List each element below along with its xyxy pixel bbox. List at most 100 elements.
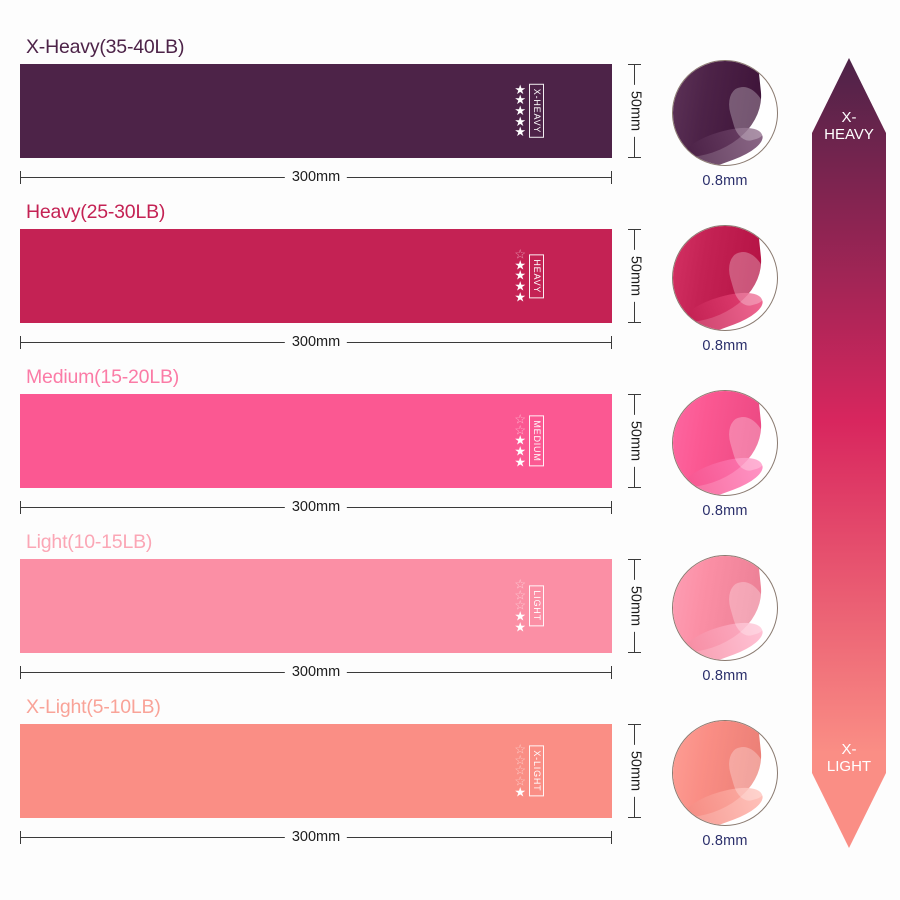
dimension-end-cap-bottom	[628, 817, 641, 818]
band-marking-heavy: ☆ ★ ★ ★ ★ HEAVY	[514, 246, 544, 304]
band-strip-light: ☆ ☆ ☆ ★ ★ LIGHT	[20, 559, 612, 653]
thickness-callout-x-light: 0.8mm	[666, 720, 784, 849]
star-hollow-icon: ☆	[514, 422, 526, 438]
dimension-end-cap-top	[628, 64, 641, 65]
star-hollow-icon: ☆	[514, 752, 526, 768]
band-marking-medium: ☆ ☆ ★ ★ ★ MEDIUM	[514, 411, 544, 469]
height-dimension-text-x-heavy: 50mm	[627, 84, 643, 138]
star-filled-icon: ★	[514, 123, 526, 139]
star-rating-x-heavy: ★ ★ ★ ★ ★	[514, 81, 526, 139]
height-dimension-medium: 50mm	[622, 394, 648, 488]
star-hollow-icon: ☆	[514, 246, 526, 262]
arrow-bottom-label-line1: X-	[841, 741, 857, 759]
height-dimension-x-heavy: 50mm	[622, 64, 648, 158]
arrow-top-label-line2: HEAVY	[824, 125, 874, 143]
thickness-text-medium: 0.8mm	[702, 503, 748, 519]
band-edge-photo-light	[672, 555, 778, 661]
width-dimension-text-medium: 300mm	[284, 498, 348, 516]
dimension-end-cap-left	[20, 666, 21, 679]
arrow-bottom-label: X- LIGHT	[812, 742, 886, 776]
star-filled-icon: ★	[514, 288, 526, 304]
band-title-light: Light(10-15LB)	[26, 531, 153, 553]
thickness-callout-medium: 0.8mm	[666, 390, 784, 519]
star-filled-icon: ★	[514, 81, 526, 97]
thickness-text-light: 0.8mm	[702, 668, 748, 684]
dimension-end-cap-top	[628, 394, 641, 395]
thickness-callout-light: 0.8mm	[666, 555, 784, 684]
star-filled-icon: ★	[514, 92, 526, 108]
dimension-end-cap-bottom	[628, 652, 641, 653]
thickness-text-x-light: 0.8mm	[702, 833, 748, 849]
star-filled-icon: ★	[514, 102, 526, 118]
thickness-callout-heavy: 0.8mm	[666, 225, 784, 354]
dimension-end-cap-left	[20, 831, 21, 844]
star-rating-heavy: ☆ ★ ★ ★ ★	[514, 246, 526, 304]
width-dimension-text-light: 300mm	[284, 663, 348, 681]
dimension-end-cap-bottom	[628, 322, 641, 323]
band-title-heavy: Heavy(25-30LB)	[26, 201, 166, 223]
thickness-callout-x-heavy: 0.8mm	[666, 60, 784, 189]
star-hollow-icon: ☆	[514, 597, 526, 613]
star-filled-icon: ★	[514, 453, 526, 469]
dimension-end-cap-bottom	[628, 487, 641, 488]
dimension-end-cap-right	[611, 336, 612, 349]
band-vertical-label-light: LIGHT	[529, 585, 544, 627]
height-dimension-heavy: 50mm	[622, 229, 648, 323]
star-rating-light: ☆ ☆ ☆ ★ ★	[514, 578, 526, 633]
dimension-end-cap-right	[611, 501, 612, 514]
star-filled-icon: ★	[514, 257, 526, 273]
arrow-top-label: X- HEAVY	[812, 109, 886, 144]
height-dimension-text-medium: 50mm	[627, 414, 643, 468]
band-title-x-light: X-Light(5-10LB)	[26, 696, 161, 718]
star-filled-icon: ★	[514, 783, 526, 799]
dimension-end-cap-left	[20, 501, 21, 514]
star-rating-medium: ☆ ☆ ★ ★ ★	[514, 411, 526, 469]
star-hollow-icon: ☆	[514, 762, 526, 778]
band-marking-x-light: ☆ ☆ ☆ ☆ ★ X-LIGHT	[514, 741, 544, 799]
band-edge-photo-medium	[672, 390, 778, 496]
height-dimension-text-light: 50mm	[627, 579, 643, 633]
star-filled-icon: ★	[514, 608, 526, 624]
width-dimension-x-light: 300mm	[20, 828, 612, 846]
height-dimension-text-heavy: 50mm	[627, 249, 643, 303]
resistance-scale-arrow: X- HEAVY X- LIGHT	[812, 58, 886, 848]
band-vertical-label-x-light: X-LIGHT	[529, 745, 544, 797]
star-filled-icon: ★	[514, 113, 526, 129]
band-strip-x-heavy: ★ ★ ★ ★ ★ X-HEAVY	[20, 64, 612, 158]
star-filled-icon: ★	[514, 432, 526, 448]
band-edge-photo-x-light	[672, 720, 778, 826]
star-hollow-icon: ☆	[514, 741, 526, 757]
height-dimension-light: 50mm	[622, 559, 648, 653]
dimension-end-cap-top	[628, 724, 641, 725]
width-dimension-text-heavy: 300mm	[284, 333, 348, 351]
star-rating-x-light: ☆ ☆ ☆ ☆ ★	[514, 741, 526, 799]
arrow-bottom-label-line2: LIGHT	[826, 758, 872, 776]
band-title-medium: Medium(15-20LB)	[26, 366, 180, 388]
band-strip-x-light: ☆ ☆ ☆ ☆ ★ X-LIGHT	[20, 724, 612, 818]
dimension-end-cap-right	[611, 171, 612, 184]
thickness-text-x-heavy: 0.8mm	[702, 173, 748, 189]
band-vertical-label-heavy: HEAVY	[529, 254, 544, 298]
star-filled-icon: ★	[514, 278, 526, 294]
band-edge-photo-x-heavy	[672, 60, 778, 166]
dimension-end-cap-left	[20, 336, 21, 349]
star-filled-icon: ★	[514, 443, 526, 459]
band-vertical-label-x-heavy: X-HEAVY	[529, 83, 544, 139]
band-vertical-label-medium: MEDIUM	[529, 415, 544, 467]
dimension-end-cap-bottom	[628, 157, 641, 158]
dimension-end-cap-top	[628, 229, 641, 230]
band-strip-heavy: ☆ ★ ★ ★ ★ HEAVY	[20, 229, 612, 323]
dimension-end-cap-left	[20, 171, 21, 184]
band-edge-photo-heavy	[672, 225, 778, 331]
dimension-end-cap-top	[628, 559, 641, 560]
arrow-top-label-line1: X-	[841, 109, 857, 126]
star-hollow-icon: ☆	[514, 587, 526, 603]
star-filled-icon: ★	[514, 267, 526, 283]
band-marking-light: ☆ ☆ ☆ ★ ★ LIGHT	[514, 578, 544, 633]
band-title-x-heavy: X-Heavy(35-40LB)	[26, 36, 185, 58]
star-hollow-icon: ☆	[514, 411, 526, 427]
band-marking-x-heavy: ★ ★ ★ ★ ★ X-HEAVY	[514, 81, 544, 139]
dimension-end-cap-right	[611, 666, 612, 679]
width-dimension-x-heavy: 300mm	[20, 168, 612, 186]
